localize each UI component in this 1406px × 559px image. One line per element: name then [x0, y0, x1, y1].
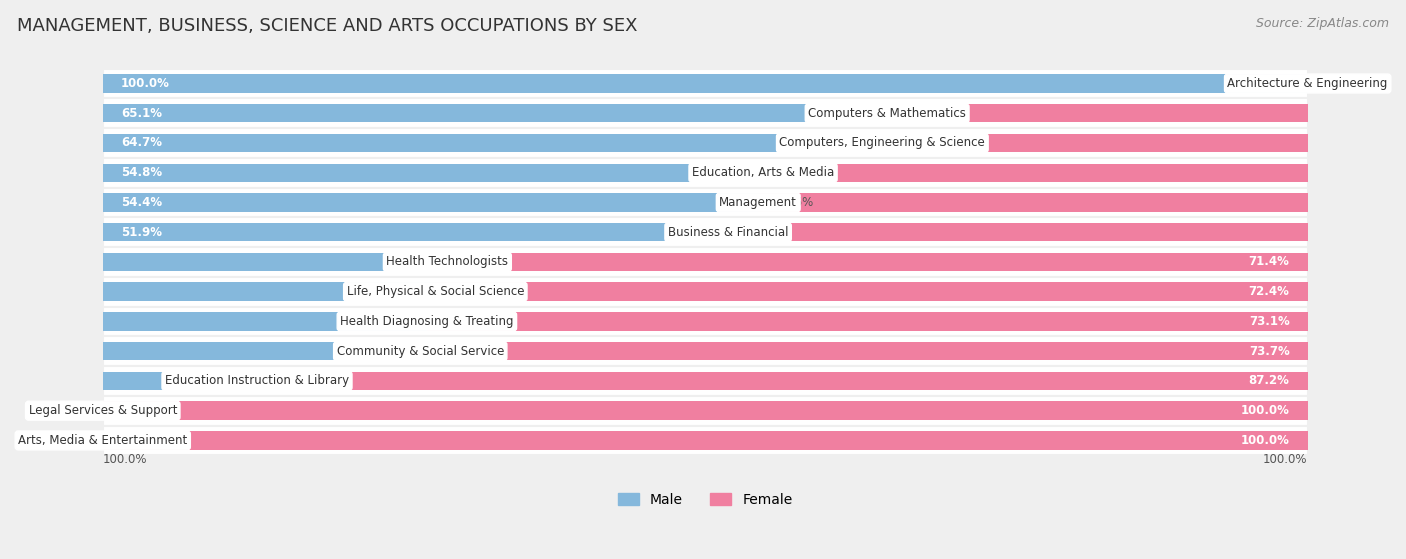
Text: 26.4%: 26.4% [366, 345, 402, 358]
Text: 100.0%: 100.0% [1240, 404, 1289, 417]
Bar [103, 247, 1308, 277]
Text: 12.8%: 12.8% [201, 375, 239, 387]
Bar [103, 372, 257, 390]
Text: 100.0%: 100.0% [121, 77, 170, 90]
Bar [103, 431, 1308, 449]
Text: Arts, Media & Entertainment: Arts, Media & Entertainment [18, 434, 187, 447]
Bar [103, 128, 1308, 158]
Bar [103, 396, 1308, 425]
Text: 48.1%: 48.1% [747, 226, 783, 239]
Text: 54.8%: 54.8% [121, 166, 162, 179]
Text: 28.6%: 28.6% [392, 255, 429, 268]
Bar [103, 69, 1308, 98]
Bar [103, 306, 1308, 337]
Text: 65.1%: 65.1% [121, 107, 162, 120]
Text: 0.0%: 0.0% [1260, 77, 1289, 90]
Bar [103, 188, 1308, 217]
Text: 72.4%: 72.4% [1249, 285, 1289, 298]
Text: Education Instruction & Library: Education Instruction & Library [165, 375, 349, 387]
Text: 0.0%: 0.0% [115, 404, 145, 417]
Text: 54.4%: 54.4% [121, 196, 162, 209]
Bar [103, 98, 1308, 128]
Bar [758, 193, 1308, 212]
Text: 27.6%: 27.6% [380, 285, 418, 298]
Text: 73.7%: 73.7% [1249, 345, 1289, 358]
Bar [103, 158, 1308, 188]
Bar [103, 223, 728, 241]
Bar [103, 164, 763, 182]
Text: Education, Arts & Media: Education, Arts & Media [692, 166, 834, 179]
Text: 87.2%: 87.2% [1249, 375, 1289, 387]
Text: 100.0%: 100.0% [1263, 453, 1308, 466]
Bar [103, 277, 1308, 306]
Text: 45.6%: 45.6% [776, 196, 814, 209]
Text: 71.4%: 71.4% [1249, 255, 1289, 268]
Text: 73.1%: 73.1% [1249, 315, 1289, 328]
Text: Life, Physical & Social Science: Life, Physical & Social Science [346, 285, 524, 298]
Bar [103, 401, 1308, 420]
Bar [103, 425, 1308, 455]
Text: 34.9%: 34.9% [905, 107, 942, 120]
Bar [103, 312, 427, 331]
Text: 0.0%: 0.0% [115, 434, 145, 447]
Text: Health Technologists: Health Technologists [387, 255, 509, 268]
Bar [257, 372, 1308, 390]
Text: Management: Management [720, 196, 797, 209]
Bar [103, 342, 420, 361]
Bar [103, 366, 1308, 396]
Bar [419, 342, 1308, 361]
Text: Computers & Mathematics: Computers & Mathematics [808, 107, 966, 120]
Bar [103, 134, 883, 152]
Bar [887, 104, 1308, 122]
Text: Health Diagnosing & Treating: Health Diagnosing & Treating [340, 315, 513, 328]
Bar [447, 253, 1308, 271]
Text: MANAGEMENT, BUSINESS, SCIENCE AND ARTS OCCUPATIONS BY SEX: MANAGEMENT, BUSINESS, SCIENCE AND ARTS O… [17, 17, 637, 35]
Text: Source: ZipAtlas.com: Source: ZipAtlas.com [1256, 17, 1389, 30]
Text: Community & Social Service: Community & Social Service [336, 345, 503, 358]
Bar [103, 337, 1308, 366]
Text: 26.9%: 26.9% [371, 315, 409, 328]
Text: Architecture & Engineering: Architecture & Engineering [1227, 77, 1388, 90]
Bar [103, 253, 447, 271]
Text: 45.2%: 45.2% [782, 166, 818, 179]
Bar [728, 223, 1308, 241]
Text: 64.7%: 64.7% [121, 136, 162, 149]
Legend: Male, Female: Male, Female [612, 487, 799, 512]
Text: 100.0%: 100.0% [1240, 434, 1289, 447]
Bar [436, 282, 1308, 301]
Text: 35.3%: 35.3% [900, 136, 938, 149]
Text: Business & Financial: Business & Financial [668, 226, 789, 239]
Bar [883, 134, 1308, 152]
Text: 51.9%: 51.9% [121, 226, 162, 239]
Bar [427, 312, 1308, 331]
Bar [103, 74, 1308, 93]
Bar [103, 193, 758, 212]
Bar [763, 164, 1308, 182]
Bar [103, 104, 887, 122]
Bar [103, 282, 436, 301]
Bar [103, 217, 1308, 247]
Text: Computers, Engineering & Science: Computers, Engineering & Science [779, 136, 986, 149]
Text: 100.0%: 100.0% [103, 453, 148, 466]
Text: Legal Services & Support: Legal Services & Support [28, 404, 177, 417]
